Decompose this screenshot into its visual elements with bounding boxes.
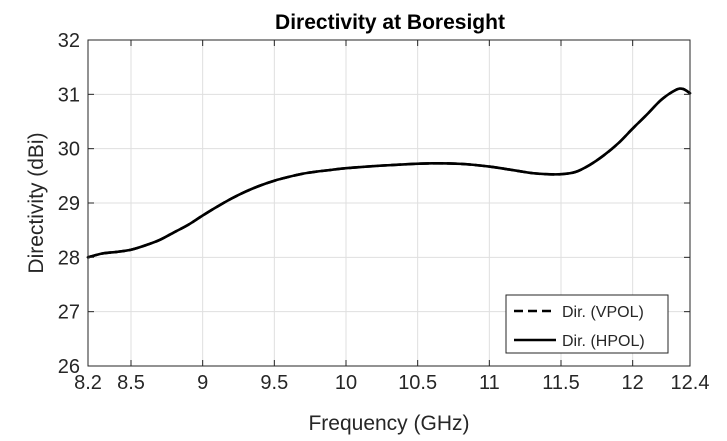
legend-label-hpol: Dir. (HPOL): [562, 333, 645, 350]
y-tick-label: 27: [58, 302, 80, 324]
x-tick-label: 8.5: [117, 372, 145, 394]
series-layer: [86, 87, 692, 259]
legend: Dir. (VPOL) Dir. (HPOL): [505, 294, 669, 354]
x-tick-label: 11.5: [542, 372, 579, 394]
x-tick-label: 11: [479, 372, 500, 394]
x-tick-label: 9.5: [260, 372, 288, 394]
y-tick-label: 30: [58, 139, 80, 161]
legend-box: [505, 294, 669, 354]
y-tick-label: 26: [58, 356, 80, 378]
x-axis-label: Frequency (GHz): [308, 412, 469, 435]
y-tick-label: 28: [58, 247, 80, 269]
x-tick-labels: 8.2 8.5 9 9.5 10 10.5 11 11.5 12 12.4: [74, 372, 709, 394]
y-tick-label: 29: [58, 193, 80, 215]
y-tick-label: 32: [58, 30, 80, 52]
tick-marks: [87, 39, 691, 367]
y-tick-label: 31: [58, 84, 80, 106]
legend-label-vpol: Dir. (VPOL): [562, 304, 644, 321]
x-tick-label: 8.2: [74, 372, 102, 394]
x-tick-label: 10: [335, 372, 357, 394]
y-axis-label: Directivity (dBi): [25, 132, 48, 273]
x-tick-label: 12.4: [671, 372, 710, 394]
chart-title: Directivity at Boresight: [275, 11, 505, 34]
y-tick-labels: 26 27 28 29 30 31 32: [58, 30, 80, 378]
x-tick-label: 12: [622, 372, 644, 394]
x-tick-label: 9: [197, 372, 208, 394]
series-line-hpol: [86, 87, 692, 259]
x-tick-label: 10.5: [398, 372, 437, 394]
